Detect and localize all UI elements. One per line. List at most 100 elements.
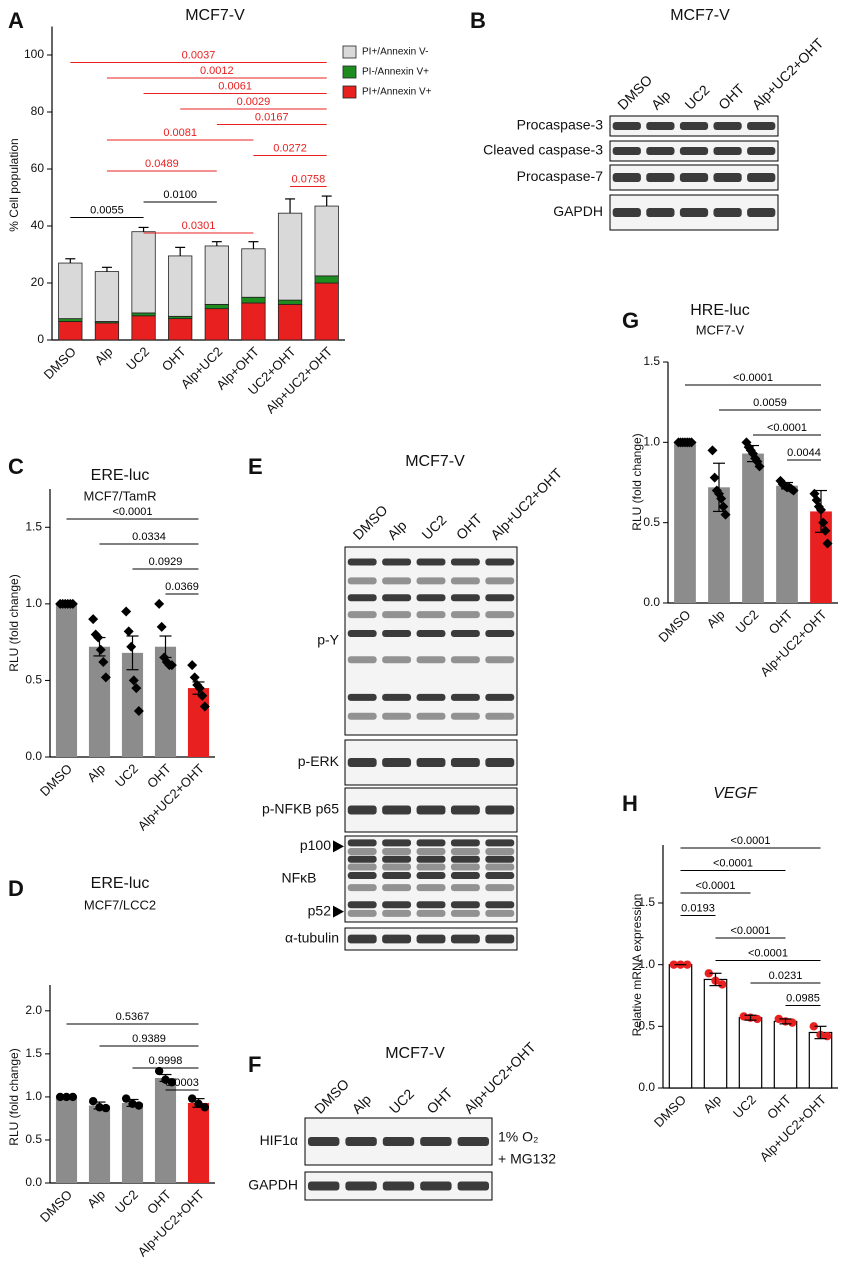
data-point [753, 1014, 762, 1024]
band [485, 577, 515, 585]
band [347, 629, 377, 637]
panel-letter: G [622, 308, 639, 333]
bar [738, 1017, 763, 1089]
bar-segment [277, 212, 303, 301]
bar-segment [277, 299, 303, 305]
x-tick-label: OHT [159, 344, 189, 374]
band [450, 863, 480, 871]
row-label: Procaspase-7 [517, 168, 604, 184]
x-tick-label: Alp [700, 1092, 724, 1116]
band [382, 934, 412, 944]
marker-label: p52 [308, 902, 332, 918]
note: + MG132 [498, 1151, 556, 1167]
y-axis-label: RLU (fold change) [630, 433, 644, 530]
band [347, 909, 377, 917]
band [485, 884, 515, 892]
data-point [704, 969, 713, 978]
band [347, 884, 377, 892]
band [485, 909, 515, 917]
y-tick-label: 1.0 [638, 957, 655, 971]
band [450, 855, 480, 863]
lane-label: Alp [349, 1091, 375, 1117]
bar [808, 1031, 833, 1089]
bar [742, 453, 764, 603]
comparison-label: 0.0055 [90, 204, 124, 216]
lane-label: DMSO [350, 502, 391, 543]
band [347, 901, 377, 909]
band [347, 712, 377, 720]
y-tick-label: 0 [37, 332, 44, 346]
bar-segment [241, 248, 266, 298]
band [382, 693, 412, 701]
band [485, 934, 515, 944]
band [450, 805, 480, 815]
data-point [822, 538, 833, 549]
data-point [88, 614, 99, 625]
band [420, 1181, 452, 1191]
band [457, 1137, 490, 1146]
y-tick-label: 80 [31, 104, 45, 118]
panel-title: MCF7-V [185, 7, 245, 24]
data-point [720, 509, 731, 520]
comparison-label: <0.0001 [112, 506, 152, 518]
band [416, 629, 446, 637]
comparison-label: 0.0003 [165, 1077, 199, 1089]
band [450, 909, 480, 917]
band [416, 855, 446, 863]
data-point [788, 485, 799, 496]
row-label: p-NFKB p65 [262, 801, 339, 817]
comparison-label: 0.0985 [786, 992, 820, 1004]
comparison-label: 0.0012 [200, 65, 234, 77]
row-label: Procaspase-3 [517, 117, 604, 133]
legend-label: PI+/Annexin V- [362, 47, 428, 58]
y-tick-label: 0.0 [25, 1175, 42, 1189]
band [747, 122, 776, 130]
row-label: GAPDH [553, 203, 603, 219]
bar-segment [204, 303, 229, 310]
panel-title: MCF7-V [405, 453, 465, 470]
y-tick-label: 0.5 [25, 1132, 42, 1146]
band [347, 693, 377, 701]
bar-segment [131, 312, 156, 317]
band [416, 558, 446, 566]
band [347, 839, 377, 847]
band [345, 1137, 377, 1146]
panel-subtitle: MCF7/LCC2 [84, 897, 156, 912]
comparison-label: <0.0001 [733, 372, 773, 384]
band [347, 863, 377, 871]
bar-segment [58, 318, 83, 322]
lane-label: UC2 [681, 81, 712, 112]
data-point [788, 1018, 797, 1027]
data-point [134, 1101, 144, 1110]
band [450, 594, 480, 602]
comparison-label: 0.0369 [165, 581, 199, 593]
data-point [100, 672, 111, 683]
band [416, 712, 446, 720]
comparison-label: 0.0044 [787, 447, 821, 459]
band [485, 712, 515, 720]
band [416, 847, 446, 855]
data-point [133, 706, 144, 717]
band [485, 863, 515, 871]
band [450, 901, 480, 909]
data-point [67, 598, 78, 609]
note: 1% O₂ [498, 1129, 538, 1145]
bar [154, 646, 177, 757]
band [679, 173, 709, 182]
comparison-label: 0.0081 [163, 127, 197, 139]
band [485, 758, 515, 767]
panel-letter: E [248, 454, 263, 479]
marker-arrow [333, 905, 344, 918]
band [747, 173, 776, 182]
band [347, 611, 377, 619]
band [382, 872, 412, 880]
bar-segment [314, 205, 339, 277]
y-axis-label: RLU (fold change) [7, 574, 21, 671]
y-axis-label: % Cell population [7, 138, 21, 231]
band [713, 122, 742, 130]
band [347, 872, 377, 880]
panel-letter: F [248, 1052, 261, 1077]
data-point [200, 1103, 210, 1112]
data-point [101, 1103, 111, 1113]
